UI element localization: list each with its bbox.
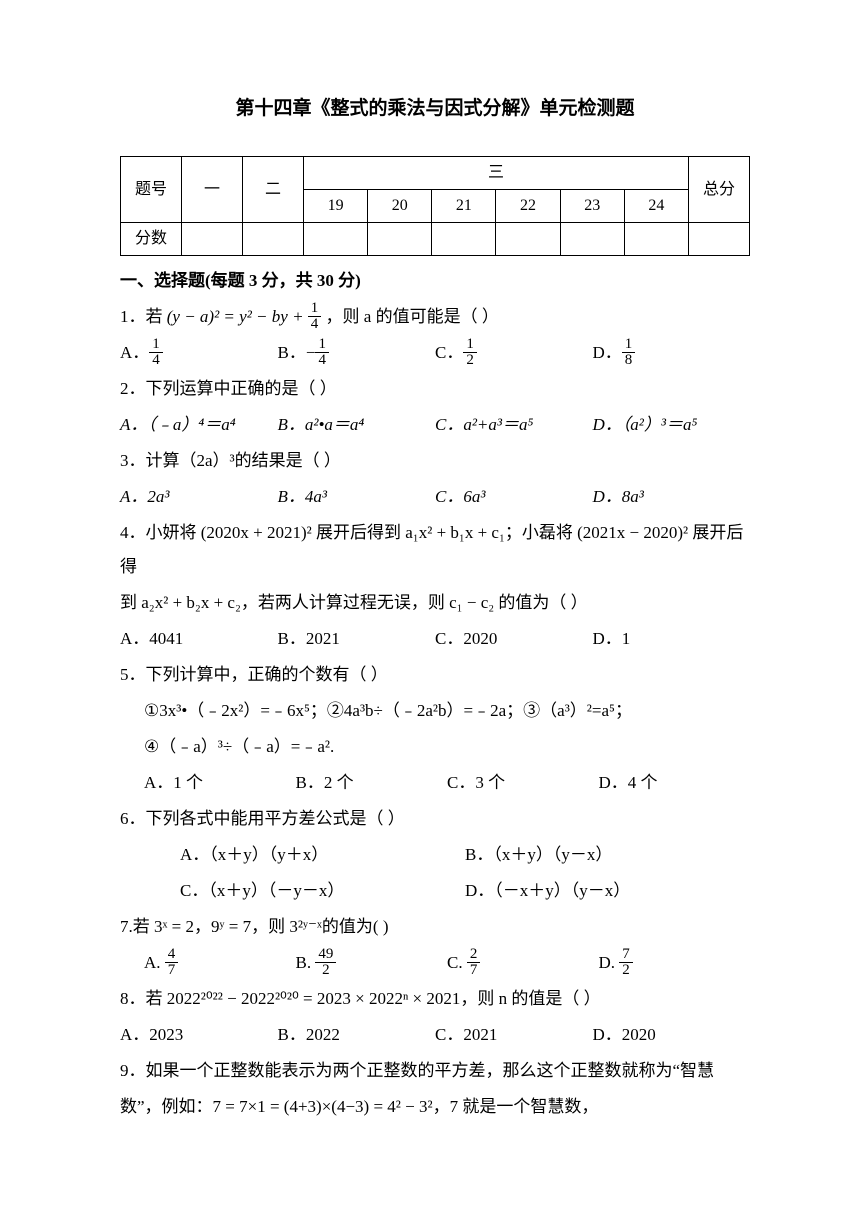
q3-opt-c: C．6a³ (435, 480, 593, 514)
cell: 二 (243, 157, 304, 223)
q2-opt-b: B．a²•a＝a⁴ (278, 408, 436, 442)
cell (624, 223, 688, 256)
q6-opt-b: B．（x＋y）（y－x） (465, 838, 750, 872)
q5-opt-b: B．2 个 (296, 766, 448, 800)
cell: 22 (496, 190, 560, 223)
q7-opt-a: A. 47 (144, 946, 296, 980)
cell: 19 (304, 190, 368, 223)
q8-opt-d: D．2020 (593, 1018, 751, 1052)
q5-options: A．1 个 B．2 个 C．3 个 D．4 个 (144, 766, 750, 800)
q1-stem-b: ，则 a 的值可能是（ ） (326, 307, 499, 326)
cell (368, 223, 432, 256)
q3-options: A．2a³ B．4a³ C．6a³ D．8a³ (120, 480, 750, 514)
q8-options: A．2023 B．2022 C．2021 D．2020 (120, 1018, 750, 1052)
question-3: 3．计算（2a）³的结果是（ ） (120, 444, 750, 478)
question-5: 5．下列计算中，正确的个数有（ ） (120, 658, 750, 692)
q1-expr: (y − a)² = y² − by + (167, 307, 308, 326)
cell: 20 (368, 190, 432, 223)
question-1: 1．若 (y − a)² = y² − by + 14 ，则 a 的值可能是（ … (120, 300, 750, 334)
section-heading: 一、选择题(每题 3 分，共 30 分) (120, 264, 750, 298)
q2-opt-c: C．a²+a³＝a⁵ (435, 408, 593, 442)
q7-opt-c: C. 27 (447, 946, 599, 980)
q7-opt-b: B. 492 (296, 946, 448, 980)
cell-label: 分数 (121, 223, 182, 256)
q3-opt-a: A．2a³ (120, 480, 278, 514)
q1-opt-d: D．18 (593, 336, 751, 370)
q4-opt-a: A．4041 (120, 622, 278, 656)
q6-opt-a: A．（x＋y）（y＋x） (180, 838, 465, 872)
question-4-line2: 到 a₂x² + b₂x + c₂，若两人计算过程无误，则 c₁ − c₂ 的值… (120, 586, 750, 620)
cell (496, 223, 560, 256)
question-6: 6．下列各式中能用平方差公式是（ ） (120, 802, 750, 836)
cell (560, 223, 624, 256)
question-7: 7.若 3ˣ = 2，9ʸ = 7，则 3²ʸ⁻ˣ的值为( ) (120, 910, 750, 944)
q8-opt-a: A．2023 (120, 1018, 278, 1052)
q6-options-row1: A．（x＋y）（y＋x） B．（x＋y）（y－x） (180, 838, 750, 872)
q2-opt-a: A．（﹣a）⁴＝a⁴ (120, 408, 278, 442)
q7-opt-d: D. 72 (599, 946, 751, 980)
cell: 23 (560, 190, 624, 223)
q5-line2: ④（﹣a）³÷（﹣a）=﹣a². (144, 730, 750, 764)
question-2: 2．下列运算中正确的是（ ） (120, 372, 750, 406)
q7-options: A. 47 B. 492 C. 27 D. 72 (144, 946, 750, 980)
q4-opt-b: B．2021 (278, 622, 436, 656)
q1-stem-a: 1．若 (120, 307, 163, 326)
q1-opt-a: A．14 (120, 336, 278, 370)
q1-opt-c: C．12 (435, 336, 593, 370)
q6-opt-c: C．（x＋y）（－y－x） (180, 874, 465, 908)
q4-opt-d: D．1 (593, 622, 751, 656)
cell: 一 (182, 157, 243, 223)
question-9-line1: 9．如果一个正整数能表示为两个正整数的平方差，那么这个正整数就称为“智慧 (120, 1054, 750, 1088)
cell: 三 (304, 157, 689, 190)
q8-opt-c: C．2021 (435, 1018, 593, 1052)
q1-opt-b: B．−14 (278, 336, 436, 370)
q4-options: A．4041 B．2021 C．2020 D．1 (120, 622, 750, 656)
q3-opt-d: D．8a³ (593, 480, 751, 514)
q5-opt-c: C．3 个 (447, 766, 599, 800)
q2-options: A．（﹣a）⁴＝a⁴ B．a²•a＝a⁴ C．a²+a³＝a⁵ D．（a²）³＝… (120, 408, 750, 442)
score-table: 题号 一 二 三 总分 19 20 21 22 23 24 分数 (120, 156, 750, 256)
cell (243, 223, 304, 256)
q1-options: A．14 B．−14 C．12 D．18 (120, 336, 750, 370)
q6-opt-d: D．（－x＋y）（y－x） (465, 874, 750, 908)
cell: 24 (624, 190, 688, 223)
q5-opt-a: A．1 个 (144, 766, 296, 800)
cell (432, 223, 496, 256)
q5-opt-d: D．4 个 (599, 766, 751, 800)
q4-opt-c: C．2020 (435, 622, 593, 656)
table-row: 题号 一 二 三 总分 (121, 157, 750, 190)
page-title: 第十四章《整式的乘法与因式分解》单元检测题 (120, 90, 750, 128)
cell: 总分 (689, 157, 750, 223)
cell: 21 (432, 190, 496, 223)
cell (182, 223, 243, 256)
q2-opt-d: D．（a²）³＝a⁵ (593, 408, 751, 442)
q1-frac: 14 (308, 301, 322, 332)
q8-opt-b: B．2022 (278, 1018, 436, 1052)
q5-line1: ①3x³•（﹣2x²）=﹣6x⁵；②4a³b÷（﹣2a²b）=﹣2a；③（a³）… (144, 694, 750, 728)
q6-options-row2: C．（x＋y）（－y－x） D．（－x＋y）（y－x） (180, 874, 750, 908)
cell (689, 223, 750, 256)
question-4-line1: 4．小妍将 (2020x + 2021)² 展开后得到 a₁x² + b₁x +… (120, 516, 750, 584)
question-8: 8．若 2022²⁰²² − 2022²⁰²⁰ = 2023 × 2022ⁿ ×… (120, 982, 750, 1016)
table-row: 分数 (121, 223, 750, 256)
q3-opt-b: B．4a³ (278, 480, 436, 514)
question-9-line2: 数”，例如：7 = 7×1 = (4+3)×(4−3) = 4² − 3²，7 … (120, 1090, 750, 1124)
cell-label: 题号 (121, 157, 182, 223)
cell (304, 223, 368, 256)
